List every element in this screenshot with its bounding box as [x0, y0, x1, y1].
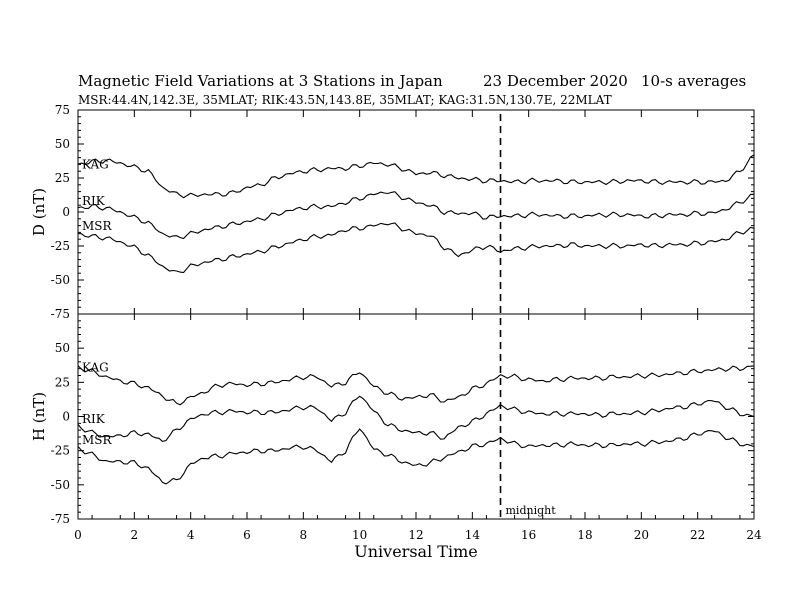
h-panel: -75 -50 -25 0 25 50 H (nT) KAG RIK MSR: [30, 313, 755, 526]
xtick-label: 24: [746, 528, 762, 542]
d-panel-frame: [77, 109, 755, 315]
d-series-kag: [77, 154, 755, 199]
station-coordinates: MSR:44.4N,142.3E, 35MLAT; RIK:43.5N,143.…: [78, 93, 612, 107]
xtick-label: 2: [131, 528, 139, 542]
h-series-label-kag: KAG: [82, 360, 109, 374]
d-ylabel: D (nT): [30, 188, 48, 236]
chart-title: Magnetic Field Variations at 3 Stations …: [78, 72, 443, 90]
d-ytick-label: -25: [51, 239, 70, 253]
xtick-label: 16: [521, 528, 536, 542]
xtick-label: 22: [690, 528, 705, 542]
chart-date: 23 December 2020: [483, 72, 628, 90]
d-ytick-label: 0: [62, 205, 70, 219]
xtick-label: 18: [577, 528, 592, 542]
h-ylabel: H (nT): [30, 392, 48, 441]
d-series-label-kag: KAG: [82, 157, 109, 171]
xtick-label: 0: [74, 528, 82, 542]
xtick-label: 20: [634, 528, 649, 542]
d-ytick-label: 75: [55, 103, 70, 117]
xtick-label: 12: [408, 528, 423, 542]
x-axis-label: Universal Time: [354, 542, 477, 561]
h-series-kag: [77, 365, 755, 406]
h-series-msr: [77, 428, 755, 485]
averaging-note: 10-s averages: [641, 72, 747, 90]
h-ytick-label: -25: [51, 444, 70, 458]
d-panel: -75 -50 -25 0 25 50 75 D (nT) KAG RIK MSR: [30, 103, 755, 321]
h-ytick-label: -50: [51, 478, 70, 492]
h-series-rik: [77, 395, 755, 443]
d-series-msr: [77, 222, 755, 274]
h-series-label-rik: RIK: [82, 412, 106, 426]
midnight-marker: midnight: [499, 114, 557, 519]
h-ytick-label: -75: [51, 512, 70, 526]
h-panel-frame: [77, 313, 755, 520]
d-ytick-label: -50: [51, 273, 70, 287]
xtick-label: 8: [300, 528, 308, 542]
d-series-label-rik: RIK: [82, 194, 106, 208]
xtick-label: 6: [243, 528, 251, 542]
xtick-label: 14: [465, 528, 481, 542]
h-ytick-label: 50: [55, 341, 70, 355]
d-ytick-label: 50: [55, 137, 70, 151]
d-series-rik: [77, 191, 755, 240]
h-ytick-label: 25: [55, 375, 70, 389]
xtick-label: 4: [187, 528, 195, 542]
midnight-label: midnight: [506, 504, 557, 517]
h-ytick-label: 0: [62, 410, 70, 424]
h-series-label-msr: MSR: [82, 433, 113, 447]
xtick-label: 10: [352, 528, 367, 542]
d-ytick-label: 25: [55, 171, 70, 185]
d-series-label-msr: MSR: [82, 219, 113, 233]
d-ytick-label: -75: [51, 307, 70, 321]
